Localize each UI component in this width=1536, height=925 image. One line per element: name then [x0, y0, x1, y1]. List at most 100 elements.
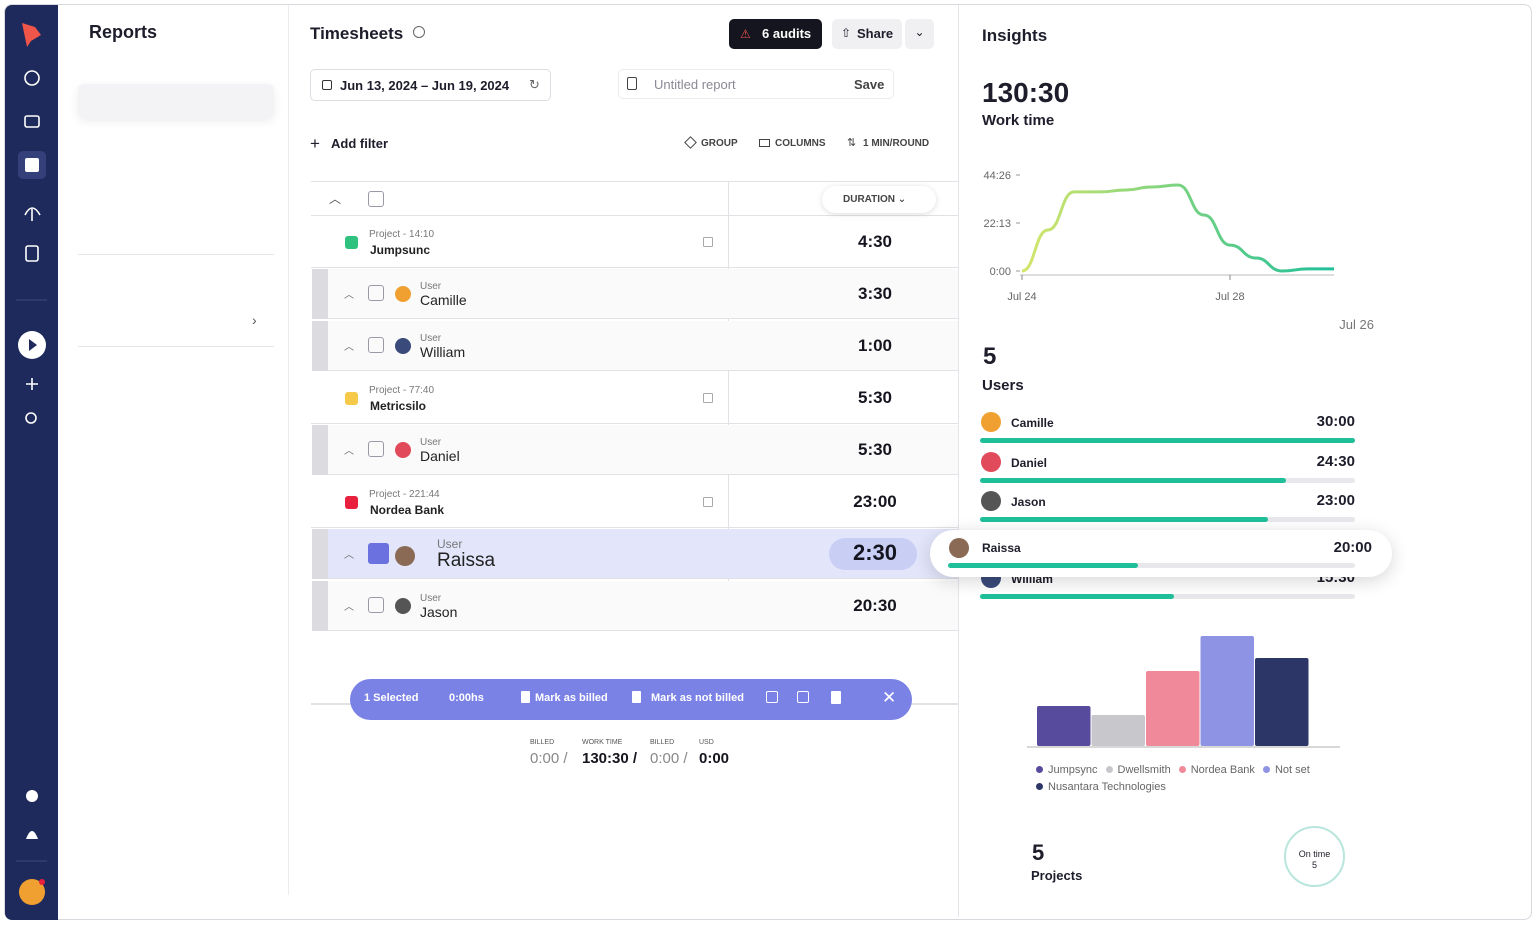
progress-bar: [980, 594, 1174, 599]
group-button[interactable]: GROUP: [701, 138, 738, 149]
mark-billed[interactable]: Mark as billed: [535, 692, 608, 704]
row-strip: [312, 269, 328, 319]
open-link[interactable]: [703, 393, 713, 403]
on-time-count: 5: [1311, 860, 1317, 870]
x-tick-label: Jul 24: [1007, 291, 1036, 303]
row-duration: 5:30: [857, 440, 893, 459]
project-swatch: [345, 236, 358, 249]
progress-bar: [980, 517, 1268, 522]
column-divider: [728, 181, 729, 629]
page-title: Timesheets: [310, 24, 404, 43]
row-duration: 4:30: [857, 232, 893, 251]
legend-label: Jumpsync: [1048, 764, 1098, 776]
rounding-button[interactable]: 1 MIN/ROUND: [863, 138, 930, 149]
delete-button[interactable]: [831, 691, 841, 704]
legend-label: Not set: [1274, 764, 1310, 776]
work-time-line: [1021, 183, 1334, 273]
legend: Jumpsync Dwellsmith Nordea Bank Not set Nusa…: [1036, 762, 1336, 796]
icon-folder[interactable]: [24, 115, 40, 128]
row-duration: 5:30: [857, 388, 893, 407]
expand-toggle[interactable]: ︿: [344, 290, 354, 301]
nav-title: Reports: [89, 22, 158, 42]
y-tick-label: 22:13: [983, 218, 1011, 230]
legend-dot: [1036, 766, 1043, 773]
legend-item[interactable]: Dwellsmith: [1105, 762, 1171, 779]
row-checkbox[interactable]: [368, 337, 384, 353]
audits-button[interactable]: 6 audits: [729, 19, 822, 49]
legend-item[interactable]: Nusantara Technologies: [1036, 779, 1166, 796]
row-kind: Project - 221:44: [369, 489, 440, 500]
row-checkbox[interactable]: [368, 543, 389, 564]
progress-bar: [980, 478, 1287, 483]
bar: [1037, 706, 1091, 746]
audits-label: 6 audits: [762, 26, 812, 41]
table-border: [311, 215, 958, 216]
icon-chart[interactable]: [25, 158, 39, 172]
total-value: 130:30 /: [582, 750, 638, 767]
row-bg: [328, 321, 958, 371]
refresh-icon[interactable]: ↻: [529, 77, 540, 92]
legend-item[interactable]: Jumpsync: [1036, 762, 1098, 779]
duration-sort[interactable]: DURATION ⌄: [822, 186, 936, 213]
edit-button[interactable]: [766, 691, 778, 703]
date-picker[interactable]: Jun 13, 2024 – Jun 19, 2024: [310, 69, 551, 101]
bar: [1146, 671, 1200, 746]
select-all[interactable]: [368, 191, 384, 207]
total-label: USD: [699, 739, 714, 746]
legend-dot: [1262, 766, 1270, 773]
info-icon[interactable]: [413, 26, 425, 38]
project-swatch: [345, 496, 358, 509]
columns-button[interactable]: COLUMNS: [775, 138, 826, 149]
user-avatar[interactable]: [19, 879, 45, 905]
expand-toggle[interactable]: ︿: [344, 602, 354, 613]
chevron: ›: [252, 312, 257, 328]
icon-settings[interactable]: [26, 790, 38, 802]
row-kind: User: [437, 537, 463, 551]
icon-search[interactable]: [25, 412, 37, 424]
billed-icon: [521, 691, 530, 703]
duplicate-button[interactable]: [797, 691, 809, 703]
duration-header: DURATION: [843, 194, 896, 205]
avatar: [395, 546, 415, 566]
add-filter[interactable]: Add filter: [331, 136, 389, 151]
avatar: [395, 442, 411, 458]
progress-track: [948, 563, 1355, 568]
row-duration: 1:00: [857, 336, 893, 355]
icon-umbrella[interactable]: [24, 207, 41, 221]
open-link[interactable]: [703, 497, 713, 507]
report-name[interactable]: Untitled report: [654, 77, 736, 92]
row-checkbox[interactable]: [368, 285, 384, 301]
close-button[interactable]: ✕: [882, 688, 897, 707]
row-checkbox[interactable]: [368, 597, 384, 613]
report-name-field[interactable]: [618, 69, 894, 99]
icon-add[interactable]: [26, 378, 38, 390]
divider: [78, 254, 274, 255]
row-strip: [312, 425, 328, 475]
mark-not-billed[interactable]: Mark as not billed: [651, 692, 744, 704]
legend-item[interactable]: Not set: [1262, 762, 1310, 779]
on-time-badge: On time 5: [1284, 826, 1345, 887]
open-link[interactable]: [703, 237, 713, 247]
icon-clock[interactable]: [24, 70, 40, 86]
row-checkbox[interactable]: [368, 441, 384, 457]
row-kind: Project - 77:40: [369, 385, 435, 396]
expand-toggle[interactable]: ︿: [344, 342, 354, 353]
collapse-all[interactable]: ︿: [329, 192, 342, 206]
share-dropdown[interactable]: ⌄: [905, 19, 934, 49]
expand-toggle[interactable]: ︿: [344, 550, 354, 561]
legend-item[interactable]: Nordea Bank: [1178, 762, 1255, 779]
bar: [1255, 658, 1309, 746]
avatar: [395, 338, 411, 354]
row-duration: 20:30: [853, 596, 897, 615]
icon-invoice[interactable]: [25, 245, 39, 262]
row-name: Nordea Bank: [370, 503, 445, 517]
reports-nav: [60, 5, 289, 895]
share-button[interactable]: Share: [832, 19, 902, 49]
total-value: 0:00 /: [650, 750, 688, 767]
save-button[interactable]: Save: [854, 77, 885, 92]
icon-bell[interactable]: [26, 831, 38, 839]
sidebar-icons: [16, 23, 47, 905]
avatar: [949, 538, 969, 558]
not-billed-icon: [632, 691, 641, 703]
expand-toggle[interactable]: ︿: [344, 446, 354, 457]
